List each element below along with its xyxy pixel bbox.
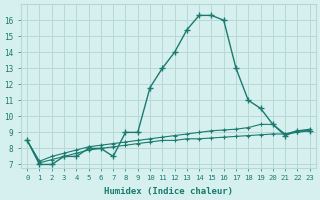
X-axis label: Humidex (Indice chaleur): Humidex (Indice chaleur) <box>104 187 233 196</box>
